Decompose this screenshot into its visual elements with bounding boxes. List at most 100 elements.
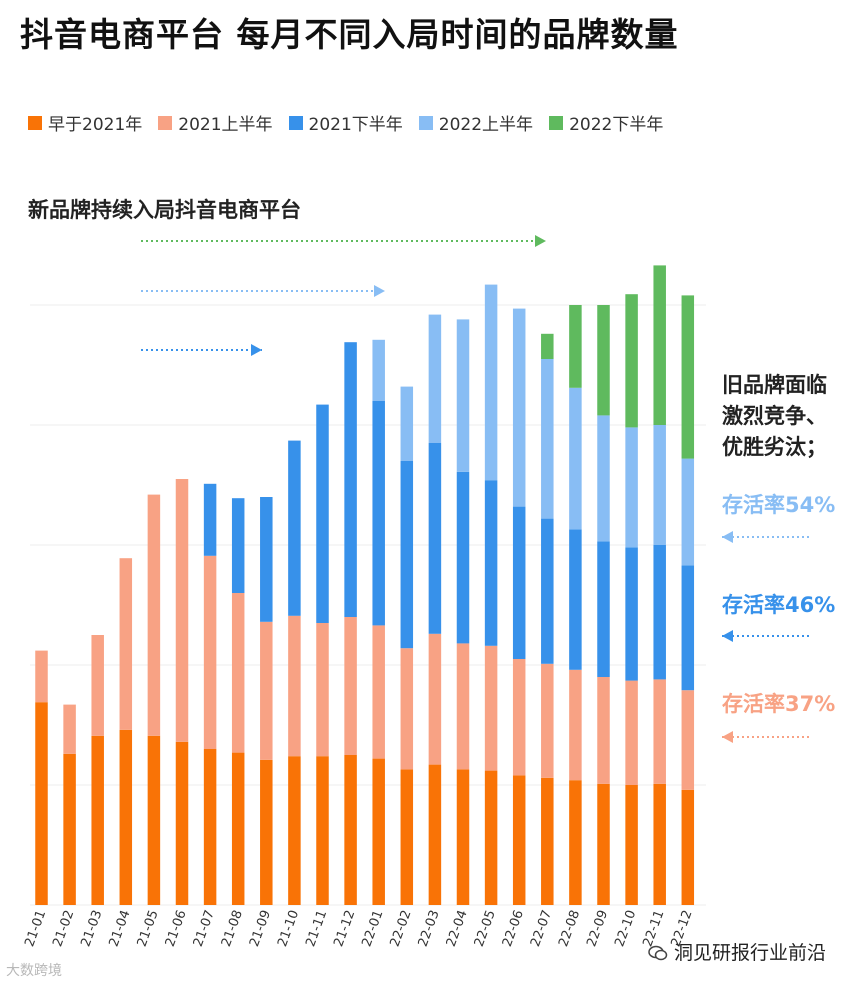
bar-segment bbox=[681, 789, 695, 905]
legend-item-2021h2: 2021下半年 bbox=[288, 110, 403, 135]
old-brand-note-line: 旧品牌面临 bbox=[722, 373, 827, 397]
bar-segment bbox=[147, 735, 161, 905]
bar-segment bbox=[428, 314, 442, 443]
x-tick-label: 22-05 bbox=[472, 908, 499, 949]
bar-segment bbox=[316, 404, 329, 623]
bar-segment bbox=[597, 677, 610, 784]
survival-rate-2022h1: 存活率54% bbox=[722, 493, 836, 517]
bar-segment bbox=[625, 785, 638, 905]
x-tick-label: 21-07 bbox=[191, 908, 218, 949]
bar-segment bbox=[344, 617, 357, 755]
bar-segment bbox=[512, 659, 526, 776]
bar-segment bbox=[681, 295, 695, 459]
x-tick-labels: 21-01 21-02 21-03 21-04 21-05 21-06 21-07 21-08… bbox=[22, 908, 695, 949]
bar-segment bbox=[316, 756, 329, 905]
chart-title: 抖音电商平台 每月不同入局时间的品牌数量 bbox=[20, 15, 679, 54]
x-tick-label: 22-01 bbox=[359, 908, 386, 949]
bar-segment bbox=[91, 735, 104, 905]
bar-segment bbox=[456, 643, 470, 770]
legend-swatch bbox=[158, 115, 173, 130]
bar-segment bbox=[288, 440, 301, 616]
bar-segment bbox=[569, 529, 582, 670]
legend-label: 2022上半年 bbox=[438, 115, 534, 135]
x-tick-label: 22-10 bbox=[612, 908, 639, 949]
bar-segment bbox=[541, 777, 554, 905]
bar-segment bbox=[288, 756, 301, 905]
bar-segment bbox=[653, 265, 666, 425]
bar-segment bbox=[681, 690, 695, 790]
watermark-left: 大数跨境 bbox=[6, 963, 62, 979]
bar-segment bbox=[597, 305, 610, 416]
arrow-head bbox=[535, 235, 546, 247]
bar-segment bbox=[456, 319, 470, 472]
wechat-icon bbox=[648, 944, 668, 960]
bar-segment bbox=[428, 764, 442, 905]
bar-segment bbox=[175, 741, 189, 905]
x-tick-label: 22-04 bbox=[444, 908, 471, 949]
bar-segment bbox=[484, 480, 498, 646]
x-tick-label: 21-04 bbox=[107, 908, 134, 949]
old-brand-note: 旧品牌面临 激烈竞争、 优胜劣汰； bbox=[722, 370, 827, 463]
arrow-head bbox=[374, 285, 385, 297]
bar-segment bbox=[231, 593, 245, 753]
bar-segment bbox=[456, 769, 470, 905]
bar-segment bbox=[372, 625, 385, 759]
bar-segment bbox=[372, 339, 385, 401]
bar-segment bbox=[372, 401, 385, 626]
bar-segment bbox=[63, 704, 76, 754]
bar-segment bbox=[119, 558, 133, 730]
survival-rate-2021h1: 存活率37% bbox=[722, 692, 836, 716]
bar-segment bbox=[625, 427, 638, 548]
x-tick-label: 21-08 bbox=[219, 908, 246, 949]
bar-segment bbox=[260, 759, 273, 905]
x-tick-label: 22-09 bbox=[584, 908, 611, 949]
legend-label: 2022下半年 bbox=[569, 115, 664, 135]
bar-segment bbox=[484, 645, 498, 771]
arrow-head bbox=[722, 731, 733, 743]
legend-swatch bbox=[549, 115, 564, 130]
bar-segment bbox=[681, 458, 695, 566]
watermark-right: 洞见研报行业前沿 bbox=[648, 938, 826, 965]
x-tick-label: 22-07 bbox=[528, 908, 555, 949]
bar-segment bbox=[625, 294, 638, 428]
bar-segment bbox=[569, 669, 582, 781]
arrow-head bbox=[722, 630, 733, 642]
bar-segment bbox=[260, 621, 273, 760]
bar-segment bbox=[512, 506, 526, 659]
legend-item-early: 早于2021年 bbox=[28, 110, 142, 135]
bars bbox=[35, 265, 695, 905]
bar-segment bbox=[63, 753, 76, 905]
x-tick-label: 21-10 bbox=[275, 908, 302, 949]
old-brand-note-line: 优胜劣汰； bbox=[722, 435, 827, 459]
bar-segment bbox=[653, 545, 666, 680]
bar-segment bbox=[653, 425, 666, 545]
bar-segment bbox=[203, 555, 217, 749]
watermark-right-text: 洞见研报行业前沿 bbox=[674, 942, 827, 964]
bar-segment bbox=[400, 769, 414, 905]
survival-rate-2021h2: 存活率46% bbox=[722, 593, 836, 617]
legend-label: 2021上半年 bbox=[178, 115, 273, 135]
x-tick-label: 21-02 bbox=[50, 908, 77, 949]
bar-segment bbox=[456, 471, 470, 644]
bar-segment bbox=[231, 498, 245, 593]
bar-segment bbox=[597, 541, 610, 677]
bar-segment bbox=[372, 758, 385, 905]
bar-segment bbox=[428, 443, 442, 634]
bar-segment bbox=[484, 770, 498, 905]
bar-segment bbox=[541, 333, 554, 359]
x-tick-label: 21-06 bbox=[163, 908, 190, 949]
x-tick-label: 22-03 bbox=[416, 908, 443, 949]
x-tick-label: 22-02 bbox=[388, 908, 415, 949]
bar-segment bbox=[288, 615, 301, 757]
bar-segment bbox=[484, 284, 498, 481]
bar-segment bbox=[91, 635, 104, 736]
x-tick-label: 21-11 bbox=[303, 908, 330, 949]
bar-segment bbox=[653, 783, 666, 905]
bar-segment bbox=[119, 729, 133, 905]
annotation-arrows bbox=[141, 235, 810, 743]
bar-segment bbox=[344, 342, 357, 617]
bar-segment bbox=[625, 547, 638, 681]
bar-segment bbox=[147, 494, 161, 736]
bar-segment bbox=[400, 386, 414, 461]
